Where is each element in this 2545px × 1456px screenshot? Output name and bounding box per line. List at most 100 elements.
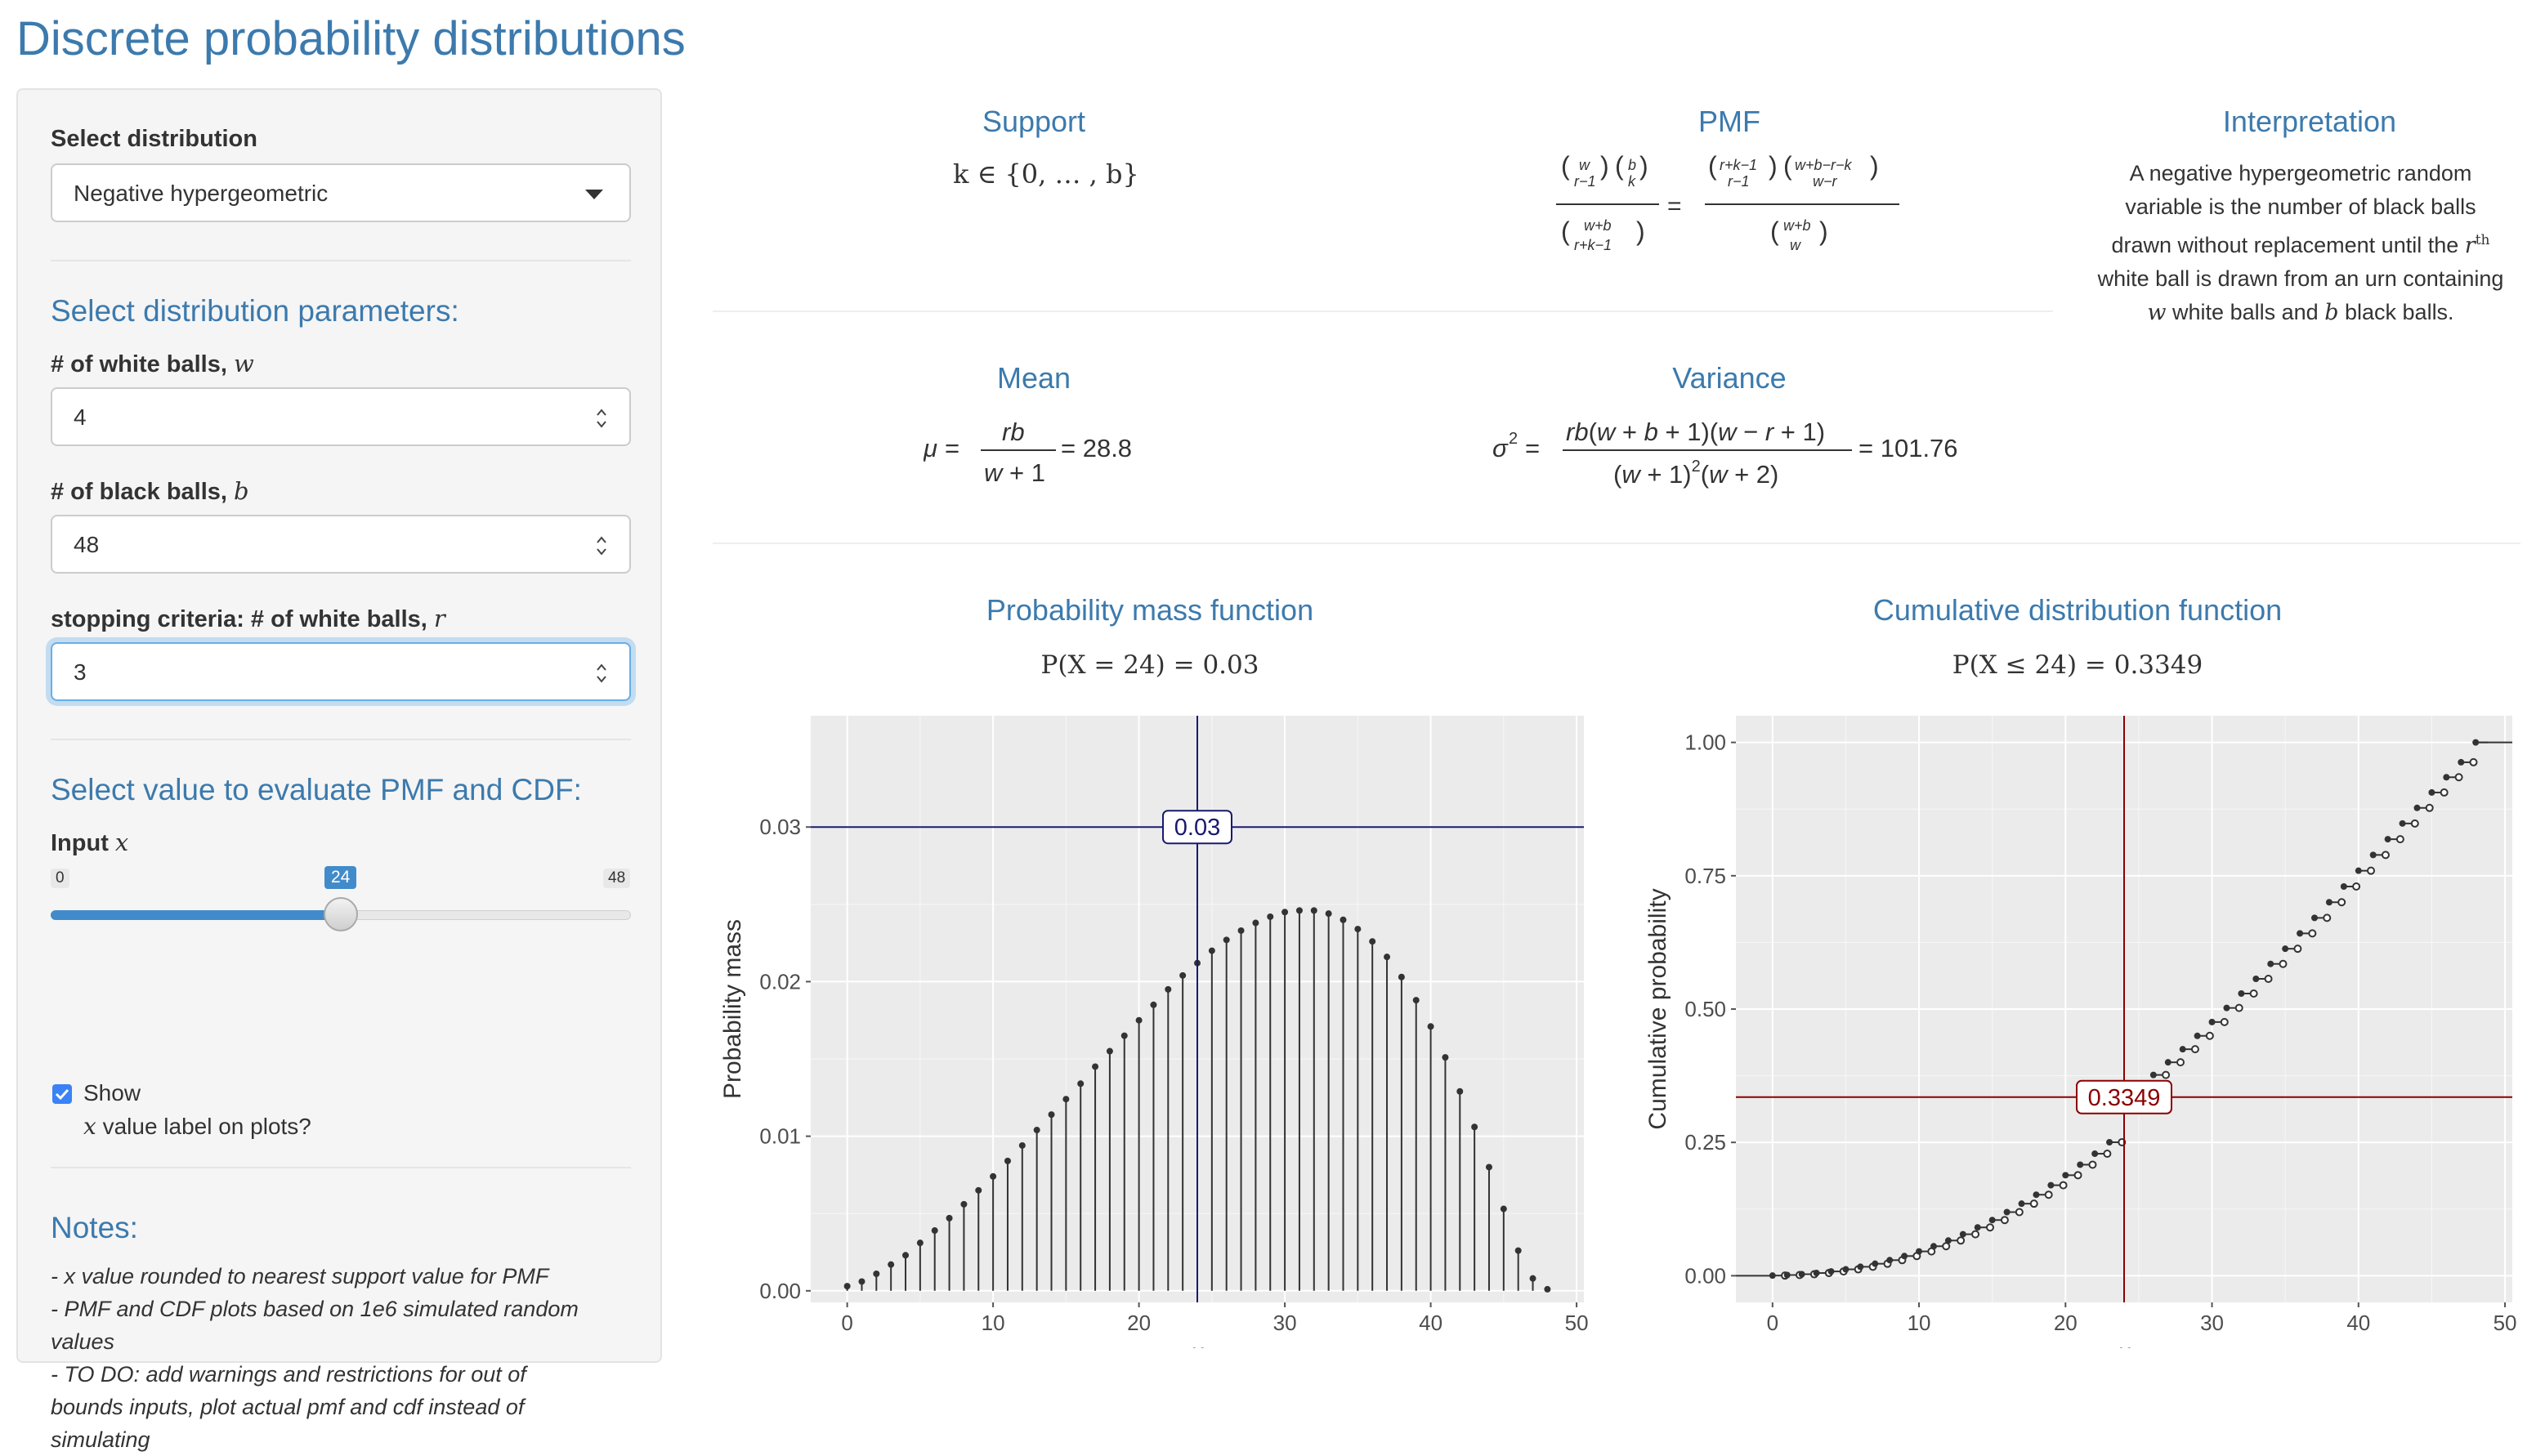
slider-handle[interactable] [324, 897, 358, 931]
black-balls-value: 48 [74, 532, 100, 557]
notes-heading: Notes: [51, 1211, 138, 1244]
svg-text:(: ( [1561, 151, 1570, 181]
note-line: - PMF and CDF plots based on 1e6 simulat… [51, 1297, 579, 1321]
x-tick-label: 50 [2494, 1311, 2517, 1335]
pmf-title: PMF [1698, 105, 1760, 138]
cdf-point [1901, 1253, 1908, 1260]
pmf-point [1325, 910, 1332, 918]
cdf-point [1886, 1257, 1894, 1264]
svg-text:): ) [1600, 151, 1609, 181]
cdf-point [1827, 1268, 1835, 1275]
pmf-point [1442, 1054, 1449, 1061]
pmf-point [1500, 1205, 1507, 1213]
cdf-open-point [2381, 851, 2390, 860]
pmf-point [1092, 1063, 1099, 1070]
cdf-open-point [2162, 1070, 2171, 1079]
distribution-select[interactable]: Negative hypergeometric [51, 163, 631, 222]
variance-result: = 101.76 [1858, 434, 1958, 462]
spinner-icon[interactable] [595, 660, 608, 686]
cdf-point [1798, 1271, 1805, 1278]
pmf-point [1033, 1127, 1040, 1134]
cdf-point [2267, 960, 2274, 967]
interpretation-title: Interpretation [2222, 105, 2397, 138]
stopping-criteria-label: stopping criteria: # of white balls, r [51, 605, 445, 632]
cdf-open-point [2323, 913, 2332, 922]
y-tick-label: 1.00 [1684, 730, 1726, 755]
support-title: Support [982, 105, 1086, 138]
y-axis-title: Probability mass [719, 919, 746, 1099]
note-line: bounds inputs, plot actual pmf and cdf i… [51, 1395, 525, 1419]
mean-title: Mean [996, 361, 1071, 395]
cdf-point [1944, 1237, 1952, 1244]
y-tick-label: 0.00 [1684, 1263, 1726, 1288]
cdf-open-point [2088, 1160, 2097, 1169]
black-balls-input[interactable]: 48 [51, 515, 631, 574]
sidebar-divider [51, 739, 631, 740]
cdf-point [2458, 758, 2465, 766]
svg-text:(w + 1)2(w + 2): (w + 1)2(w + 2) [1613, 458, 1778, 489]
pmf-point [1398, 973, 1405, 980]
pmf-point [858, 1278, 865, 1285]
svg-text:w+b: w+b [1584, 217, 1612, 234]
pmf-formula: (wr−1) (bk) (w+br+k−1) = (r+k−1r−1) (w+b… [1556, 151, 1899, 253]
svg-text:w: w [1579, 157, 1590, 173]
svg-text:rb: rb [1002, 418, 1025, 446]
cdf-open-point [2234, 1003, 2243, 1012]
cdf-point [2106, 1138, 2113, 1146]
pmf-point [1310, 907, 1317, 914]
variance-formula: σ 2 = rb(w + b + 1)(w − r + 1) (w + 1)2(w … [1492, 418, 1958, 489]
pmf-chart: 0 10 20 30 40 50 0.00 0.01 0.02 0.03 0.03 x Probabil… [719, 716, 1589, 1348]
slider-max-label: 48 [603, 869, 631, 888]
cdf-point [1872, 1260, 1879, 1267]
note-line: - x value rounded to nearest support val… [51, 1264, 549, 1289]
cdf-open-point [1971, 1230, 1980, 1239]
pmf-point [1340, 916, 1347, 923]
cdf-open-point [2249, 989, 2258, 998]
x-tick-label: 40 [2346, 1311, 2370, 1335]
cdf-point [2340, 883, 2347, 891]
cdf-point [1959, 1230, 1966, 1238]
pmf-point [946, 1214, 953, 1222]
params-heading: Select distribution parameters: [51, 294, 459, 328]
slider-value-label: 24 [324, 866, 357, 889]
svg-text:(: ( [1615, 151, 1624, 181]
stopping-criteria-input[interactable]: 3 [51, 642, 631, 701]
cdf-open-point [1957, 1236, 1966, 1245]
cdf-point [2223, 1004, 2230, 1012]
cdf-point [2003, 1208, 2011, 1216]
input-x-label: Input x [51, 828, 129, 856]
pmf-point [975, 1186, 982, 1194]
cdf-open-point [1985, 1223, 1994, 1232]
cdf-open-point [2367, 866, 2376, 875]
x-tick-label: 20 [1127, 1311, 1151, 1335]
pmf-point [1267, 913, 1274, 920]
stopping-criteria-value: 3 [74, 659, 87, 685]
pmf-point [1135, 1016, 1143, 1024]
pmf-point [1120, 1032, 1128, 1039]
x-tick-label: 0 [1767, 1311, 1778, 1335]
svg-text:=: = [1667, 193, 1682, 220]
slider-fill [51, 910, 341, 920]
y-tick-label: 0.02 [759, 969, 801, 994]
cdf-point [2062, 1172, 2069, 1179]
svg-text:w+b−r−k: w+b−r−k [1795, 157, 1853, 173]
cdf-open-point [2469, 757, 2478, 766]
cdf-point [2355, 867, 2362, 874]
pmf-point [1354, 926, 1362, 933]
spinner-icon[interactable] [595, 533, 608, 559]
y-tick-label: 0.03 [759, 815, 801, 839]
svg-text:b: b [1628, 157, 1636, 173]
pmf-point [990, 1172, 997, 1180]
x-tick-label: 10 [982, 1311, 1005, 1335]
cdf-point [2325, 899, 2333, 906]
cdf-point [2369, 851, 2377, 859]
white-balls-input[interactable]: 4 [51, 387, 631, 446]
cdf-open-point [2308, 929, 2317, 938]
spinner-icon[interactable] [595, 405, 608, 431]
svg-text:(: ( [1770, 217, 1779, 246]
slider-min-label: 0 [51, 869, 69, 888]
cdf-point [2297, 930, 2304, 937]
cdf-point [1783, 1271, 1791, 1279]
support-formula: k ∈ {0, … , b} [953, 159, 1139, 190]
show-label-checkbox[interactable] [52, 1084, 72, 1104]
